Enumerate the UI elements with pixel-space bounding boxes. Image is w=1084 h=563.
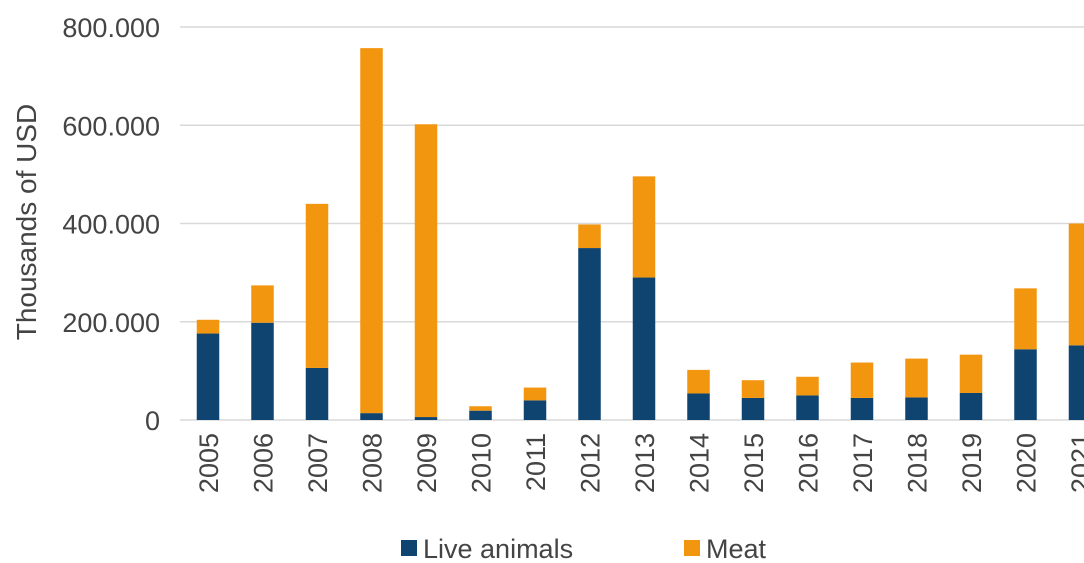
x-tick-label: 2013 <box>630 433 660 493</box>
y-axis-title: Thousands of USD <box>11 104 42 341</box>
x-tick-label: 2011 <box>521 433 551 491</box>
x-tick-label: 2015 <box>739 433 769 493</box>
x-tick-label: 2012 <box>576 433 606 493</box>
gridlines <box>180 26 1084 421</box>
bar-meat-2010 <box>469 406 492 411</box>
bar-live-animals-2012 <box>578 248 601 420</box>
legend-swatch-live-animals <box>401 540 417 556</box>
bar-live-animals-2007 <box>305 367 329 420</box>
bar-live-animals-2013 <box>632 277 656 420</box>
x-tick-label: 2008 <box>358 433 388 493</box>
bar-meat-2013 <box>632 176 656 278</box>
x-tick-label: 2017 <box>848 433 878 493</box>
bar-live-animals-2008 <box>360 413 383 420</box>
bar-live-animals-2014 <box>687 393 710 420</box>
y-tick-label: 0 <box>145 406 160 436</box>
legend-label: Meat <box>706 534 767 563</box>
x-tick-label: 2006 <box>249 433 279 493</box>
x-tick-label: 2014 <box>685 433 715 493</box>
x-tick-label: 2021 <box>1066 433 1084 493</box>
bar-meat-2017 <box>850 362 874 398</box>
bar-live-animals-2019 <box>959 392 983 420</box>
x-tick-label: 2010 <box>467 433 497 493</box>
bar-meat-2021 <box>1068 223 1084 346</box>
x-tick-label: 2018 <box>903 433 933 493</box>
y-axis-ticks: 0 200.000 400.000 600.000 800.000 <box>62 13 160 436</box>
bar-live-animals-2010 <box>469 410 492 420</box>
bar-live-animals-2005 <box>196 333 220 420</box>
bar-meat-2016 <box>796 376 819 396</box>
x-axis-ticks: 2005 2006 2007 2008 2009 2010 2011 2012 2013 2014… <box>194 433 1084 493</box>
bar-meat-2020 <box>1014 288 1037 350</box>
bar-meat-2015 <box>741 380 765 398</box>
x-tick-label: 2019 <box>957 433 987 493</box>
y-tick-label: 800.000 <box>62 13 160 43</box>
bar-meat-2008 <box>360 48 383 414</box>
bar-live-animals-2016 <box>796 395 819 420</box>
bar-meat-2018 <box>905 358 928 398</box>
bar-meat-2006 <box>251 285 274 323</box>
x-tick-label: 2009 <box>412 433 442 493</box>
bar-meat-2005 <box>196 319 220 334</box>
bar-live-animals-2011 <box>523 400 547 420</box>
bar-meat-2019 <box>959 354 983 393</box>
y-tick-label: 600.000 <box>62 111 160 141</box>
bar-meat-2012 <box>578 224 601 249</box>
legend-label: Live animals <box>423 534 573 563</box>
bar-live-animals-2018 <box>905 397 928 420</box>
legend-swatch-meat <box>684 540 700 556</box>
bar-meat-2011 <box>523 387 547 401</box>
x-tick-label: 2020 <box>1012 433 1042 493</box>
bar-meat-2009 <box>414 124 438 418</box>
x-tick-label: 2005 <box>194 433 224 493</box>
y-tick-label: 400.000 <box>62 210 160 240</box>
x-tick-label: 2007 <box>303 433 333 493</box>
bar-meat-2014 <box>687 369 710 394</box>
bars <box>196 48 1084 420</box>
bar-live-animals-2015 <box>741 397 765 420</box>
bar-live-animals-2020 <box>1014 349 1037 420</box>
bar-live-animals-2009 <box>414 417 438 420</box>
x-tick-label: 2016 <box>794 433 824 493</box>
legend: Live animals Meat <box>401 534 767 563</box>
y-tick-label: 200.000 <box>62 308 160 338</box>
bar-live-animals-2006 <box>251 322 274 420</box>
bar-live-animals-2021 <box>1068 345 1084 420</box>
bar-live-animals-2017 <box>850 397 874 420</box>
bar-meat-2007 <box>305 203 329 368</box>
